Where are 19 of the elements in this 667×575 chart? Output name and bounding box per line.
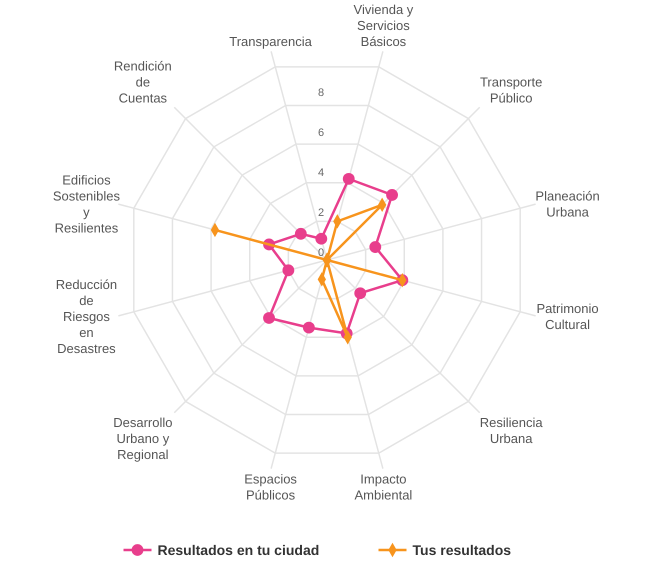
- y-tick-label: 6: [318, 127, 324, 139]
- legend-label: Tus resultados: [412, 542, 512, 558]
- y-tick-label: 0: [318, 247, 324, 259]
- spoke-label: Desarrollo Urbano y Regional: [113, 414, 172, 462]
- spoke-label: Planeación Urbana: [535, 188, 600, 220]
- spoke-label: Reducción de Riesgos en Desastres: [56, 277, 118, 356]
- y-tick-label: 8: [318, 87, 324, 99]
- spoke-label: Resiliencia Urbana: [480, 414, 544, 446]
- y-tick-label: 4: [318, 167, 324, 179]
- y-tick-label: 2: [318, 207, 324, 219]
- spoke-label: Vivienda y Servicios Básicos: [354, 2, 414, 50]
- spoke-label: Patrimonio Cultural: [536, 301, 599, 332]
- spoke-label: Espacios Públicos: [244, 471, 298, 502]
- spoke-label: Impacto Ambiental: [354, 471, 412, 502]
- spoke-label: Rendición de Cuentas: [114, 58, 172, 106]
- legend-label: Resultados en tu ciudad: [158, 542, 320, 558]
- spoke-label: Transparencia: [229, 34, 313, 50]
- spoke-label: Transporte Público: [480, 74, 542, 106]
- spoke-label: Edificios Sostenibles y Resilientes: [52, 172, 121, 236]
